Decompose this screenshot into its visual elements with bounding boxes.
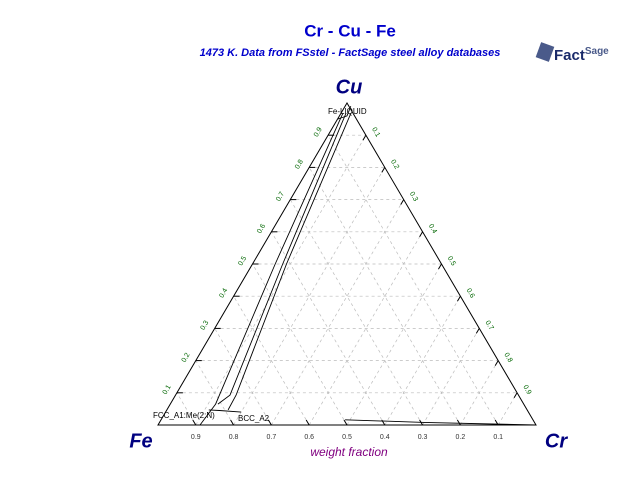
tick-label: 0.2: [389, 159, 400, 171]
tick-mark: [230, 419, 235, 426]
grid-line: [271, 199, 405, 426]
corner-label: Fe: [129, 430, 152, 452]
tick-label: 0.7: [275, 191, 286, 203]
tick-mark: [419, 231, 424, 238]
grid-line: [422, 328, 480, 426]
phase-boundary: [208, 409, 242, 413]
tick-mark: [400, 199, 405, 205]
tick-label: 0.8: [294, 159, 305, 171]
grid-line: [195, 135, 367, 426]
tick-label: 0.4: [427, 223, 438, 235]
tick-label: 0.6: [304, 434, 314, 441]
grid-line: [327, 135, 499, 426]
tick-mark: [305, 419, 310, 426]
tick-label: 0.3: [408, 191, 419, 203]
phase-label: FCC_A1:Me(2:N): [153, 411, 215, 420]
tick-label: 0.1: [370, 126, 381, 138]
grid-line: [195, 360, 234, 426]
tick-mark: [362, 134, 367, 141]
phase-label: Fe-LIQUID: [328, 107, 367, 116]
tick-mark: [513, 392, 518, 399]
corner-label: Cr: [545, 430, 568, 452]
tick-label: 0.7: [267, 434, 277, 441]
tick-label: 0.9: [521, 384, 532, 396]
phase-boundary: [345, 419, 537, 426]
tick-label: 0.3: [200, 320, 211, 332]
grid-line: [271, 231, 386, 426]
tick-label: 0.3: [418, 434, 428, 441]
tick-label: 0.9: [313, 126, 324, 138]
logo-part: Sage: [585, 46, 609, 57]
tick-mark: [456, 419, 461, 426]
tick-mark: [494, 360, 499, 366]
tick-label: 0.5: [237, 255, 248, 267]
tick-label: 0.2: [181, 352, 192, 364]
tick-mark: [438, 263, 442, 270]
grid-line: [346, 263, 442, 426]
tick-mark: [381, 167, 386, 173]
logo-part: Fact: [554, 47, 585, 64]
grid-line: [289, 199, 423, 426]
grid-line: [252, 263, 348, 426]
chart-subtitle: 1473 K. Data from FSstel - FactSage stee…: [200, 47, 501, 59]
grid-line: [308, 167, 461, 426]
phase-boundary: [199, 112, 344, 426]
tick-label: 0.6: [465, 287, 476, 299]
phase-boundary: [217, 112, 347, 405]
chart-title: Cr - Cu - Fe: [304, 21, 396, 40]
tick-label: 0.7: [484, 320, 495, 332]
tick-label: 0.4: [380, 434, 390, 441]
triangle-frame: [157, 102, 537, 426]
axis-label: weight fraction: [310, 445, 388, 459]
tick-label: 0.5: [342, 434, 352, 441]
tick-label: 0.4: [218, 287, 229, 299]
grid-line: [233, 167, 386, 426]
logo-text: FactSage: [554, 46, 609, 64]
tick-mark: [456, 295, 461, 302]
tick-label: 0.5: [446, 255, 457, 267]
tick-label: 0.9: [191, 434, 201, 441]
tick-label: 0.1: [493, 434, 503, 441]
tick-mark: [343, 419, 348, 426]
logo-icon: [535, 42, 555, 62]
tick-mark: [267, 419, 272, 426]
grid-line: [176, 392, 197, 426]
grid-line: [497, 392, 518, 426]
phase-boundary: [337, 106, 352, 120]
tick-label: 0.6: [256, 223, 267, 235]
tick-label: 0.8: [502, 352, 513, 364]
tick-mark: [192, 419, 197, 426]
tick-label: 0.1: [162, 384, 173, 396]
tick-label: 0.8: [229, 434, 239, 441]
tick-label: 0.2: [456, 434, 466, 441]
phase-boundary: [227, 112, 352, 411]
logo: FactSage: [535, 42, 609, 64]
tick-mark: [475, 328, 480, 334]
phase-label: BCC_A2: [238, 414, 270, 423]
corner-label: Cu: [336, 76, 363, 98]
grid-line: [233, 296, 310, 426]
